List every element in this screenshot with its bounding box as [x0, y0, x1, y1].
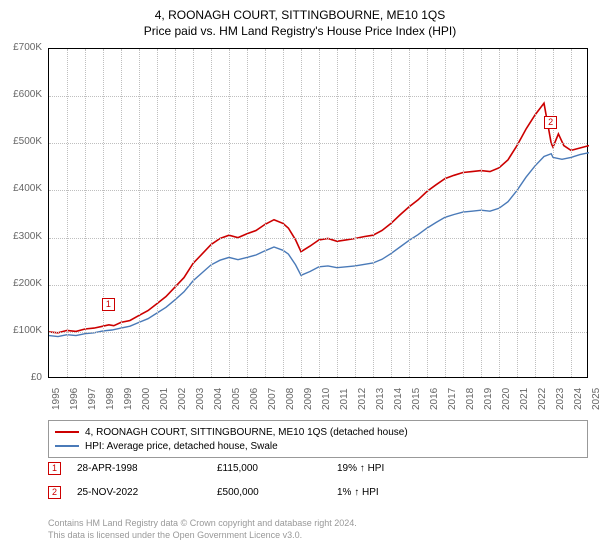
legend-label: 4, ROONAGH COURT, SITTINGBOURNE, ME10 1Q… [85, 427, 408, 438]
chart-subtitle: Price paid vs. HM Land Registry's House … [0, 22, 600, 38]
chart-marker: 1 [102, 298, 115, 311]
x-tick-label: 2014 [393, 388, 404, 410]
legend-item: 4, ROONAGH COURT, SITTINGBOURNE, ME10 1Q… [55, 425, 581, 439]
transaction-date: 28-APR-1998 [77, 463, 217, 474]
transaction-date: 25-NOV-2022 [77, 487, 217, 498]
footer-line-2: This data is licensed under the Open Gov… [48, 530, 588, 542]
footer-attribution: Contains HM Land Registry data © Crown c… [48, 518, 588, 541]
legend: 4, ROONAGH COURT, SITTINGBOURNE, ME10 1Q… [48, 420, 588, 458]
chart-container: 4, ROONAGH COURT, SITTINGBOURNE, ME10 1Q… [0, 0, 600, 560]
x-tick-label: 2020 [501, 388, 512, 410]
transaction-marker: 2 [48, 486, 61, 499]
x-tick-label: 2018 [465, 388, 476, 410]
x-tick-label: 2024 [573, 388, 584, 410]
x-tick-label: 2021 [519, 388, 530, 410]
transaction-marker: 1 [48, 462, 61, 475]
x-tick-label: 1995 [51, 388, 62, 410]
x-tick-label: 2016 [429, 388, 440, 410]
chart-title: 4, ROONAGH COURT, SITTINGBOURNE, ME10 1Q… [0, 0, 600, 22]
x-tick-label: 1999 [123, 388, 134, 410]
y-tick-label: £400K [0, 183, 42, 194]
x-tick-label: 2004 [213, 388, 224, 410]
chart-marker: 2 [544, 116, 557, 129]
legend-swatch [55, 431, 79, 433]
x-tick-label: 2023 [555, 388, 566, 410]
transaction-row: 1 28-APR-1998£115,00019% ↑ HPI [48, 462, 588, 475]
y-tick-label: £600K [0, 89, 42, 100]
x-tick-label: 2011 [339, 388, 350, 410]
x-tick-label: 2015 [411, 388, 422, 410]
y-tick-label: £700K [0, 42, 42, 53]
x-tick-label: 1998 [105, 388, 116, 410]
x-tick-label: 2005 [231, 388, 242, 410]
y-tick-label: £200K [0, 278, 42, 289]
x-tick-label: 1997 [87, 388, 98, 410]
transaction-vs-hpi: 19% ↑ HPI [337, 463, 384, 474]
legend-item: HPI: Average price, detached house, Swal… [55, 439, 581, 453]
y-tick-label: £100K [0, 325, 42, 336]
x-tick-label: 2002 [177, 388, 188, 410]
x-tick-label: 2017 [447, 388, 458, 410]
transaction-price: £500,000 [217, 487, 337, 498]
transaction-row: 2 25-NOV-2022£500,0001% ↑ HPI [48, 486, 588, 499]
x-tick-label: 2001 [159, 388, 170, 410]
x-tick-label: 2006 [249, 388, 260, 410]
x-tick-label: 1996 [69, 388, 80, 410]
transaction-price: £115,000 [217, 463, 337, 474]
y-tick-label: £300K [0, 231, 42, 242]
x-tick-label: 2012 [357, 388, 368, 410]
x-tick-label: 2010 [321, 388, 332, 410]
x-tick-label: 2013 [375, 388, 386, 410]
x-tick-label: 2003 [195, 388, 206, 410]
y-tick-label: £0 [0, 372, 42, 383]
legend-label: HPI: Average price, detached house, Swal… [85, 441, 278, 452]
x-tick-label: 2022 [537, 388, 548, 410]
footer-line-1: Contains HM Land Registry data © Crown c… [48, 518, 588, 530]
transaction-vs-hpi: 1% ↑ HPI [337, 487, 379, 498]
x-tick-label: 2007 [267, 388, 278, 410]
x-tick-label: 2019 [483, 388, 494, 410]
y-tick-label: £500K [0, 136, 42, 147]
x-tick-label: 2000 [141, 388, 152, 410]
x-tick-label: 2008 [285, 388, 296, 410]
x-tick-label: 2025 [591, 388, 600, 410]
legend-swatch [55, 445, 79, 447]
plot-area [48, 48, 588, 378]
x-tick-label: 2009 [303, 388, 314, 410]
